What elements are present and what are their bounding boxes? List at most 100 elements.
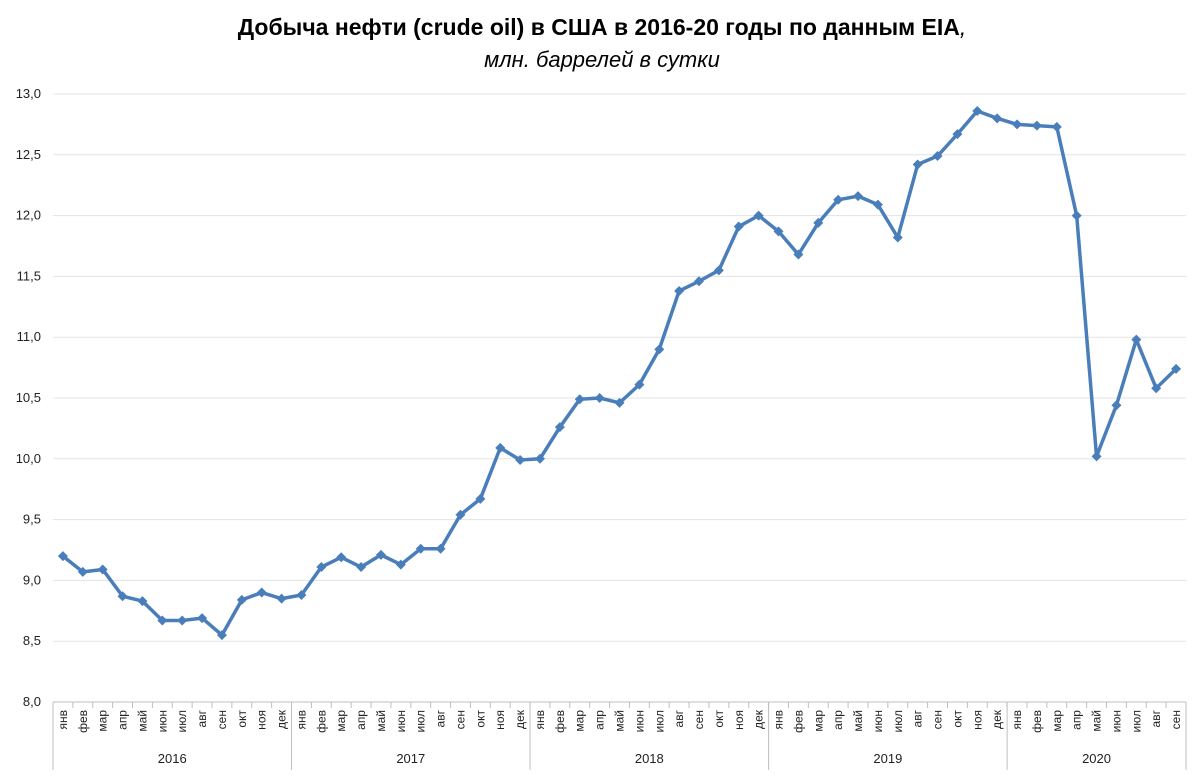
x-tick-label: июн [394, 710, 408, 732]
data-point [853, 191, 864, 202]
data-point [952, 129, 963, 140]
data-point [833, 194, 844, 205]
x-tick-label: дек [513, 709, 527, 729]
x-tick-label: май [135, 710, 149, 732]
data-point [117, 591, 128, 602]
data-point [753, 210, 764, 221]
x-axis: янв фев мар апр май июн июл авг сен окт ноя дек янв ф… [52, 701, 1187, 770]
x-tick-label: май [851, 710, 865, 732]
x-tick-label: авг [1149, 709, 1163, 727]
year-label: 2016 [158, 751, 187, 766]
data-point [57, 551, 68, 562]
y-tick-label: 13,0 [16, 86, 41, 101]
data-point [574, 394, 585, 405]
data-point [972, 106, 983, 117]
y-tick-label: 8,5 [23, 633, 41, 648]
data-point [316, 562, 327, 573]
x-tick-label: июн [1109, 710, 1123, 732]
x-tick-label: июл [414, 710, 428, 732]
data-point [713, 265, 724, 276]
data-point [992, 113, 1003, 124]
x-tick-label: янв [772, 710, 786, 730]
y-tick-label: 11,0 [17, 329, 41, 344]
x-tick-label: апр [354, 710, 368, 730]
data-point [1171, 363, 1182, 374]
x-tick-label: апр [593, 710, 607, 730]
gridlines [53, 93, 1186, 642]
x-tick-label: ноя [493, 710, 507, 730]
data-point [375, 549, 386, 560]
data-point [455, 509, 466, 520]
data-point [1051, 121, 1062, 132]
data-point [912, 159, 923, 170]
year-label: 2017 [396, 751, 425, 766]
x-tick-label: янв [294, 710, 308, 730]
x-tick-label: сен [1169, 710, 1183, 729]
data-point [733, 221, 744, 232]
data-point [197, 613, 208, 624]
year-label: 2019 [873, 751, 902, 766]
x-tick-label: окт [473, 710, 487, 728]
x-tick-label: май [374, 710, 388, 732]
data-point [356, 562, 367, 573]
data-point [236, 594, 247, 605]
data-point [97, 564, 108, 575]
data-point [813, 217, 824, 228]
y-tick-label: 12,5 [16, 147, 41, 162]
chart-subtitle: млн. баррелей в сутки [484, 47, 720, 72]
chart-title: Добыча нефти (crude oil) в США в 2016-20… [237, 14, 967, 40]
data-point [534, 453, 545, 464]
x-tick-label: фев [553, 710, 567, 733]
y-axis: 8,0 8,5 9,0 9,5 10,0 10,5 11,0 11,5 12,0 12,5 13,0 [16, 86, 41, 709]
x-tick-label: апр [116, 710, 130, 730]
data-point [1031, 120, 1042, 131]
data-point [157, 615, 168, 626]
y-tick-label: 10,5 [16, 390, 41, 405]
data-point [674, 285, 685, 296]
data-point [932, 151, 943, 162]
x-tick-label: сен [453, 710, 467, 729]
data-point [614, 397, 625, 408]
y-tick-label: 9,0 [23, 572, 41, 587]
x-tick-label: окт [950, 710, 964, 728]
x-tick-label: мар [573, 710, 587, 732]
data-point [395, 559, 406, 570]
x-tick-label: дек [752, 709, 766, 729]
x-tick-label: янв [533, 710, 547, 730]
year-label: 2020 [1082, 751, 1111, 766]
x-tick-label: фев [1030, 710, 1044, 733]
y-tick-label: 11,5 [17, 268, 41, 283]
data-point [137, 596, 148, 607]
x-tick-label: авг [672, 709, 686, 727]
data-point [1111, 400, 1122, 411]
x-tick-label: апр [1070, 710, 1084, 730]
x-tick-label: янв [1010, 710, 1024, 730]
x-tick-label: мар [96, 710, 110, 732]
x-tick-label: янв [56, 710, 70, 730]
y-tick-label: 12,0 [16, 208, 41, 223]
x-tick-label: июн [155, 710, 169, 732]
data-point [793, 249, 804, 260]
data-point [515, 455, 526, 466]
data-point [495, 442, 506, 453]
x-tick-label: фев [791, 710, 805, 733]
data-point [336, 552, 347, 563]
data-point [256, 587, 267, 598]
x-tick-label: июл [652, 710, 666, 732]
data-point [1071, 210, 1082, 221]
data-point [415, 543, 426, 554]
x-tick-label: апр [831, 710, 845, 730]
y-tick-label: 8,0 [23, 694, 41, 709]
x-tick-label: авг [434, 709, 448, 727]
x-tick-label: ноя [732, 710, 746, 730]
data-point [475, 493, 486, 504]
year-label: 2018 [635, 751, 664, 766]
x-tick-label: июл [891, 710, 905, 732]
data-point [1151, 383, 1162, 394]
x-tick-label: июл [175, 710, 189, 732]
x-tick-label: сен [692, 710, 706, 729]
data-point [216, 630, 227, 641]
y-tick-label: 10,0 [16, 451, 41, 466]
data-point [177, 615, 188, 626]
